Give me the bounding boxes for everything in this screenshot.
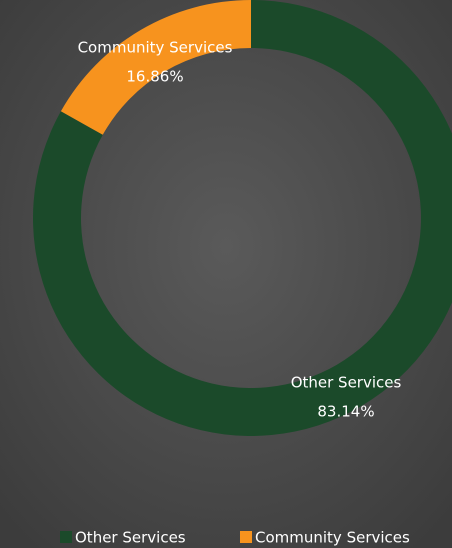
segment-label: Community Services [78,39,233,57]
segment-label: Other Services [291,374,402,392]
segment-value: 83.14% [317,403,374,421]
segment-value: 16.86% [126,68,183,86]
donut-segment [60,0,251,135]
legend-swatch [240,531,252,543]
legend-label: Community Services [255,529,410,547]
legend-swatch [60,531,72,543]
legend-label: Other Services [75,529,186,547]
